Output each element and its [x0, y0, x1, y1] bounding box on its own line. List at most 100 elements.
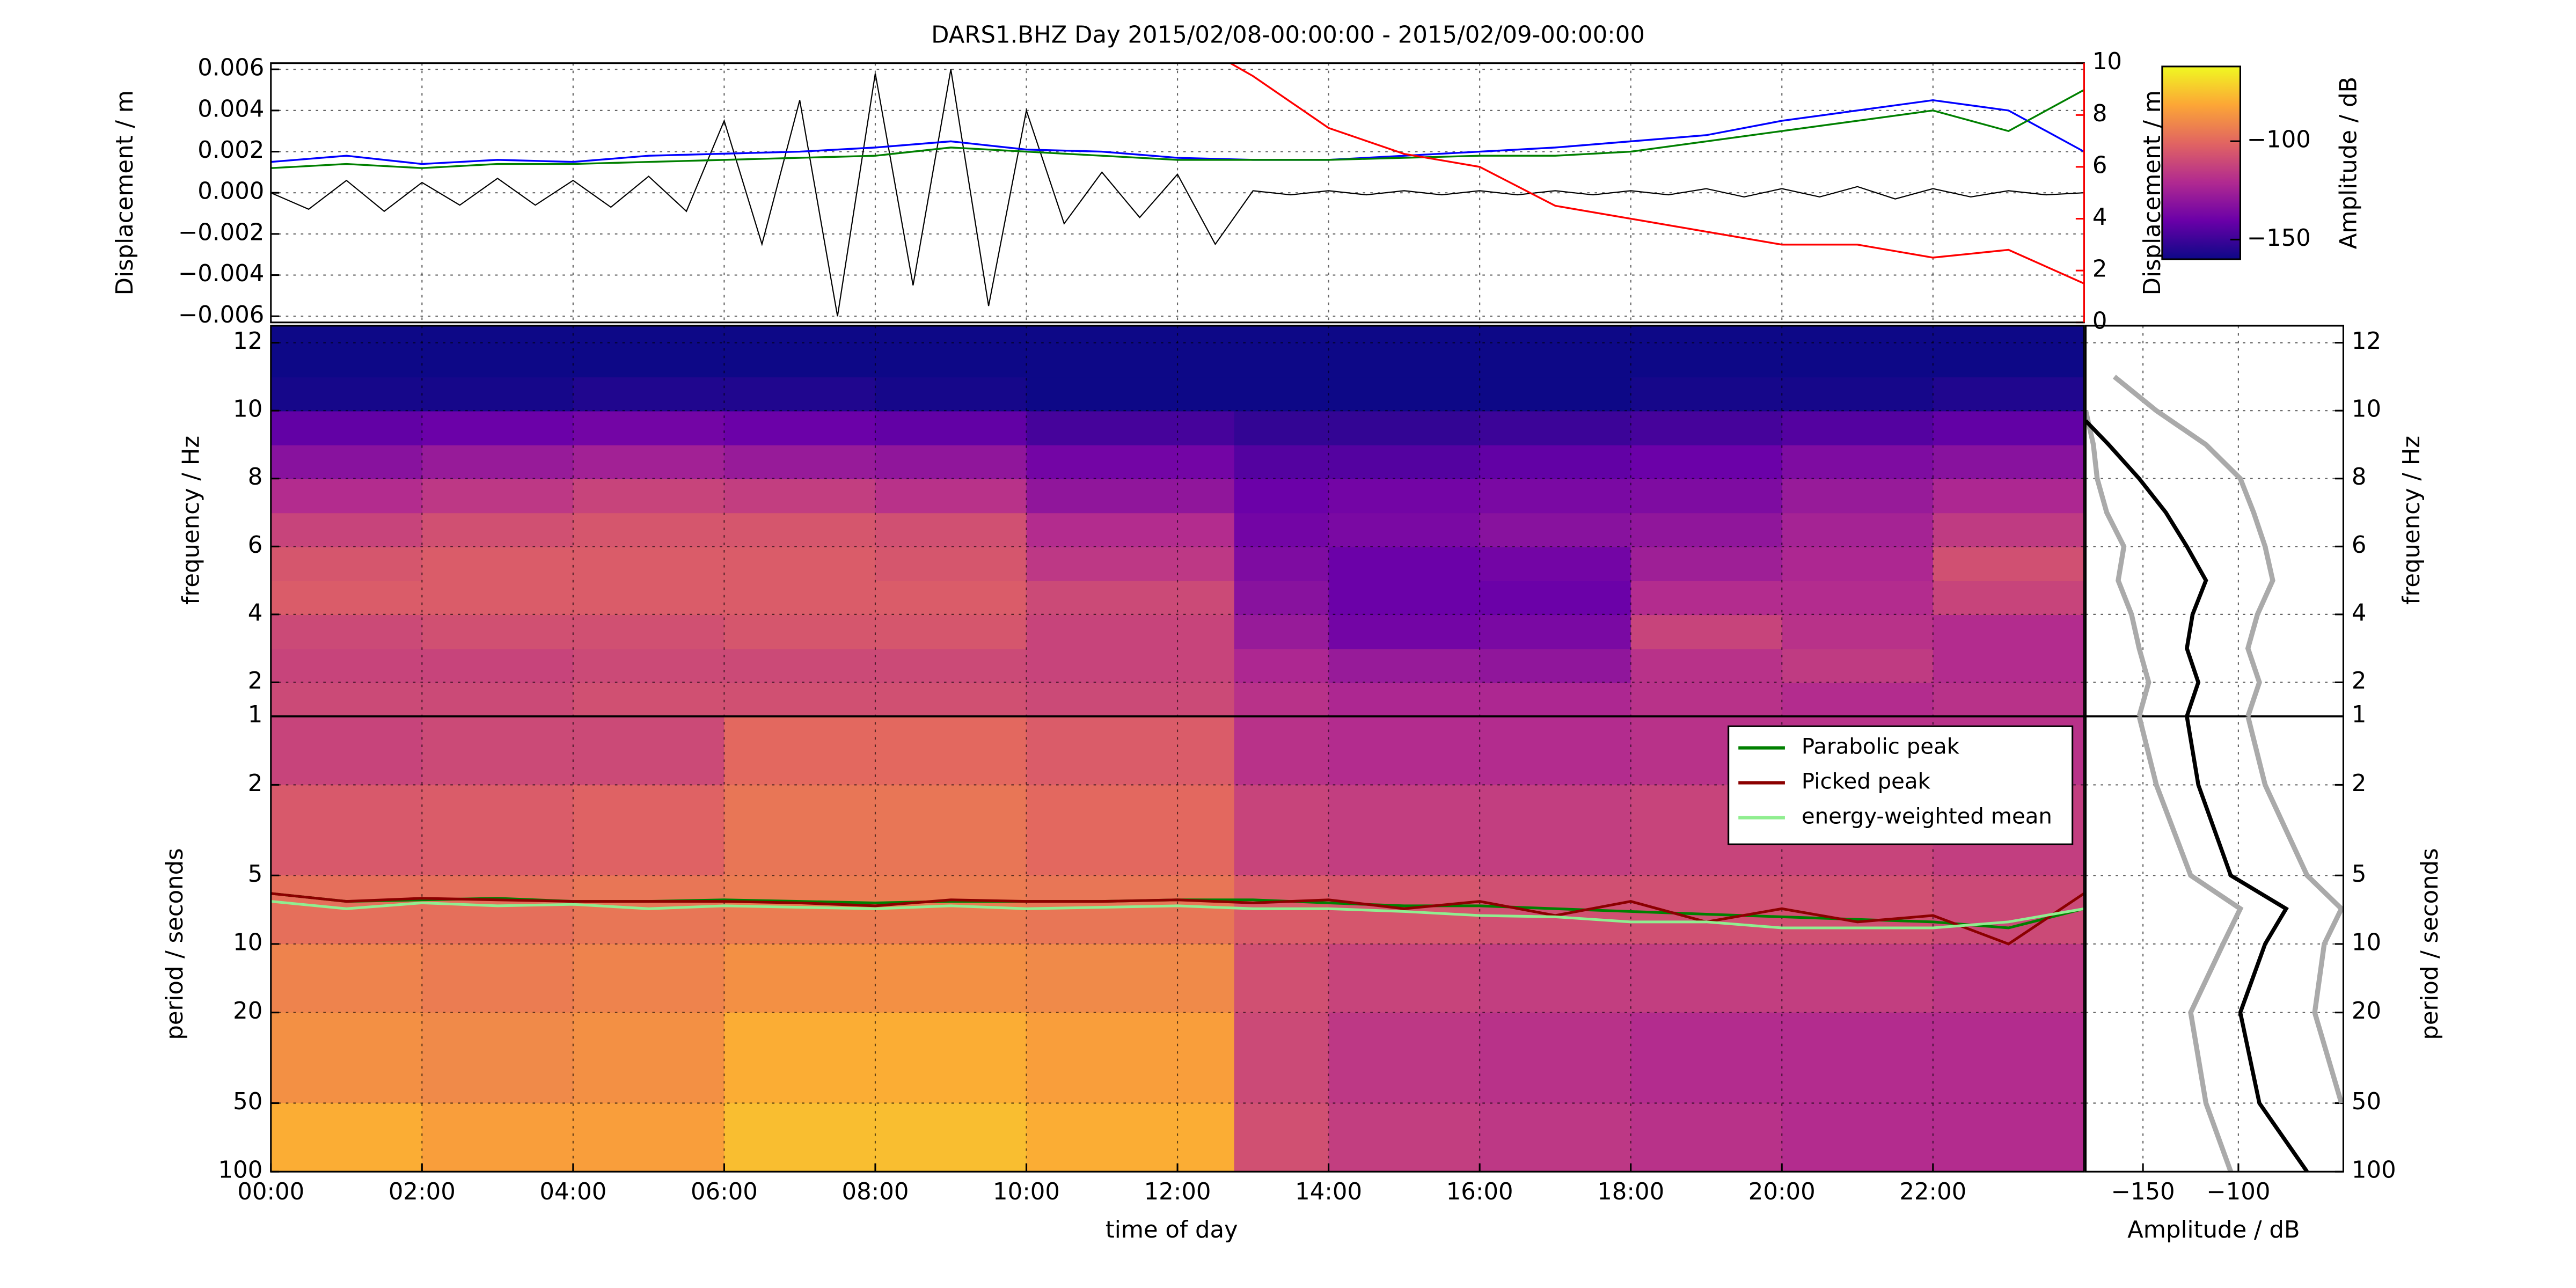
heatmap-cell	[1234, 785, 1329, 876]
profile-line	[2085, 410, 2151, 717]
heatmap-cell	[270, 943, 423, 1013]
heatmap-cell	[1630, 411, 1783, 445]
heatmap-cell	[1480, 478, 1631, 514]
x-tick-label: 16:00	[1446, 1179, 1513, 1205]
plot-frame	[2084, 325, 2344, 1173]
heatmap-cell	[422, 411, 574, 445]
heatmap-cell	[875, 716, 1027, 786]
heatmap-cell	[573, 1012, 725, 1104]
heatmap-cell	[1630, 580, 1783, 616]
x-tick-label: 08:00	[842, 1179, 909, 1205]
heatmap-cell	[1234, 546, 1329, 581]
heatmap-cell	[1026, 875, 1235, 945]
heatmap-cell	[270, 411, 423, 445]
profile-line	[2245, 715, 2344, 1104]
heatmap-cell	[270, 716, 423, 786]
heatmap-cell	[422, 478, 574, 514]
heatmap-cell	[1026, 376, 1235, 412]
heatmap-cell	[1782, 444, 1934, 479]
y-axis-label: frequency / Hz	[2398, 436, 2425, 605]
heatmap-cell	[1026, 785, 1235, 876]
y-tick-label: 100	[218, 1157, 263, 1184]
heatmap-cell	[1328, 785, 1481, 876]
heatmap-cell	[422, 546, 574, 581]
heatmap-cell	[1630, 614, 1783, 649]
heatmap-cell	[1026, 513, 1235, 547]
heatmap-cell	[270, 1103, 423, 1172]
heatmap-cell	[1234, 614, 1329, 649]
heatmap-cell	[1026, 1103, 1235, 1172]
heatmap-cell	[573, 943, 725, 1013]
series-line	[1230, 63, 2084, 284]
heatmap-cell	[1480, 682, 1631, 717]
series-line	[270, 900, 2084, 930]
x-tick-label: 06:00	[691, 1179, 758, 1205]
heatmap-cell	[724, 580, 876, 616]
heatmap-cell	[1630, 1012, 1783, 1104]
heatmap-cell	[875, 478, 1027, 514]
heatmap-cell	[1234, 376, 1329, 412]
heatmap-cell	[1026, 682, 1235, 717]
heatmap-cell	[1782, 682, 1934, 717]
x-tick-label: 04:00	[539, 1179, 606, 1205]
legend-box	[1728, 725, 2074, 845]
heatmap-cell	[1026, 614, 1235, 649]
heatmap-cell	[1328, 546, 1481, 581]
heatmap-cell	[1234, 478, 1329, 514]
x-tick-label: 20:00	[1748, 1179, 1816, 1205]
heatmap-cell	[724, 648, 876, 683]
heatmap-cell	[270, 444, 423, 479]
heatmap-cell	[1933, 1012, 2084, 1104]
heatmap-cell	[1328, 716, 1481, 786]
x-tick-label: −150	[2111, 1179, 2175, 1205]
y-tick-label: −0.006	[178, 302, 264, 328]
series-line	[270, 99, 2084, 165]
x-tick-label: 02:00	[389, 1179, 456, 1205]
y-tick-label: 4	[248, 599, 263, 626]
heatmap-cell	[422, 614, 574, 649]
x-axis-label: time of day	[1106, 1217, 1238, 1243]
heatmap-cell	[573, 1103, 725, 1172]
heatmap-cell	[724, 513, 876, 547]
profile-line	[2136, 715, 2244, 1172]
heatmap-cell	[1933, 648, 2084, 683]
heatmap-cell	[1328, 444, 1481, 479]
heatmap-cell	[1933, 513, 2084, 547]
y-tick-label: 5	[248, 861, 263, 888]
x-tick-label: 22:00	[1899, 1179, 1966, 1205]
heatmap-cell	[573, 325, 725, 378]
heatmap-cell	[1328, 513, 1481, 547]
profile-line	[2085, 419, 2208, 717]
heatmap-cell	[1933, 478, 2084, 514]
heatmap-cell	[270, 478, 423, 514]
heatmap-cell	[270, 325, 423, 378]
heatmap-cell	[1630, 943, 1783, 1013]
heatmap-cell	[422, 1103, 574, 1172]
heatmap-cell	[724, 875, 876, 945]
heatmap-cell	[875, 325, 1027, 378]
x-tick-label: 14:00	[1295, 1179, 1362, 1205]
heatmap-cell	[1933, 614, 2084, 649]
heatmap-cell	[875, 614, 1027, 649]
y-tick-label: 100	[2352, 1157, 2396, 1184]
heatmap-cell	[724, 1103, 876, 1172]
heatmap-cell	[724, 1012, 876, 1104]
heatmap-cell	[1026, 716, 1235, 786]
heatmap-cell	[1026, 1012, 1235, 1104]
heatmap-cell	[1782, 478, 1934, 514]
y-tick-label: 10	[233, 929, 262, 956]
heatmap-cell	[1933, 875, 2084, 945]
heatmap-cell	[1782, 546, 1934, 581]
series-line	[270, 89, 2084, 169]
heatmap-cell	[573, 444, 725, 479]
y-tick-label: 1	[248, 701, 263, 728]
heatmap-cell	[573, 682, 725, 717]
y-tick-label: 50	[2352, 1088, 2381, 1115]
heatmap-cell	[1328, 648, 1481, 683]
heatmap-cell	[422, 1012, 574, 1104]
heatmap-cell	[1782, 943, 1934, 1013]
y-tick-label: 10	[2352, 929, 2381, 956]
colorbar	[2161, 65, 2241, 260]
plot-frame	[270, 325, 2085, 1173]
heatmap-cell	[1933, 546, 2084, 581]
